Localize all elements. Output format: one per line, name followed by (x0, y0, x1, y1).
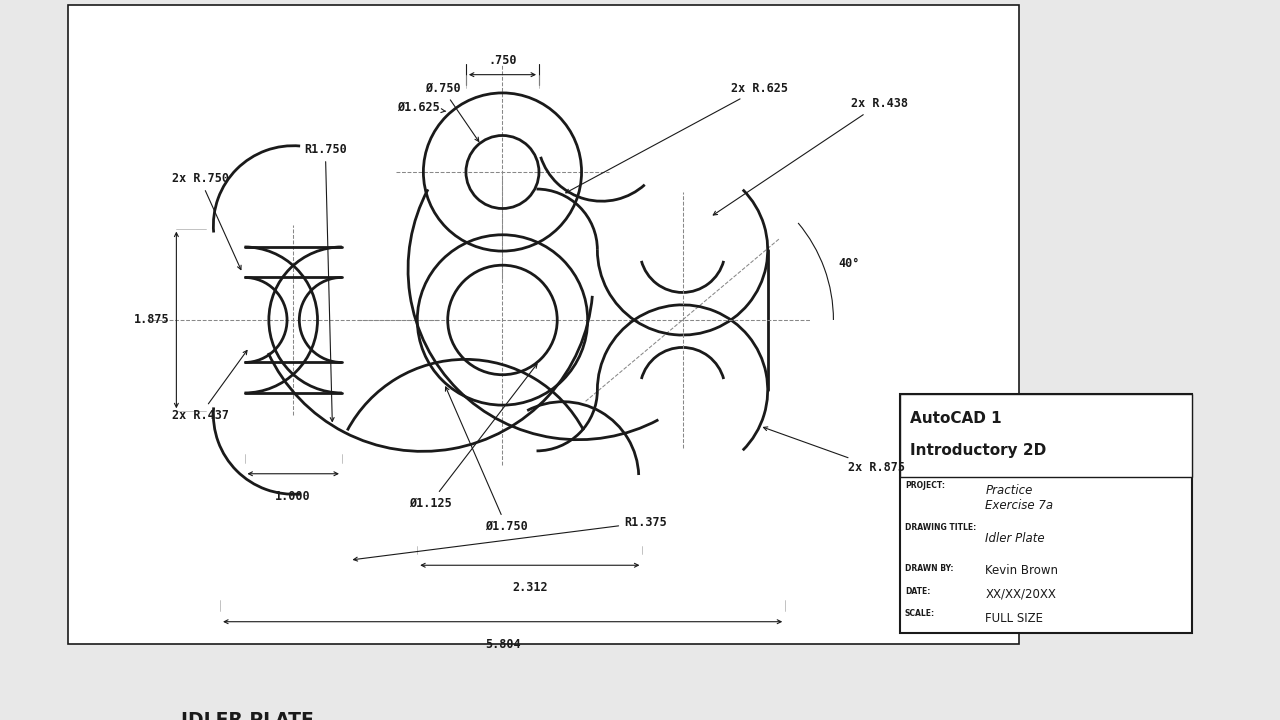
Text: DATE:: DATE: (905, 587, 931, 595)
Text: 2x R.750: 2x R.750 (172, 172, 241, 269)
Text: R1.750: R1.750 (303, 143, 347, 421)
Bar (900, 394, 1193, 477)
Text: R1.375: R1.375 (353, 516, 667, 561)
Text: 2x R.437: 2x R.437 (172, 351, 247, 422)
Bar (68, 4, 1019, 644)
Text: 2.312: 2.312 (512, 582, 548, 595)
Text: 1.000: 1.000 (275, 490, 311, 503)
Text: Ø1.750: Ø1.750 (445, 387, 527, 533)
Text: PROJECT:: PROJECT: (905, 481, 945, 490)
Text: Kevin Brown: Kevin Brown (986, 564, 1059, 577)
Text: Ø.750: Ø.750 (425, 82, 479, 141)
Text: 2x R.625: 2x R.625 (566, 82, 788, 193)
Text: AutoCAD 1: AutoCAD 1 (910, 410, 1002, 426)
Text: SCALE:: SCALE: (905, 609, 936, 618)
Text: .750: .750 (488, 53, 517, 66)
Text: Introductory 2D: Introductory 2D (910, 443, 1047, 458)
Text: Ø1.125: Ø1.125 (410, 364, 538, 510)
Text: 40°: 40° (838, 257, 860, 270)
Text: 5.804: 5.804 (485, 638, 521, 651)
Text: IDLER PLATE: IDLER PLATE (182, 711, 314, 720)
Text: DRAWING TITLE:: DRAWING TITLE: (905, 523, 977, 532)
Text: XX/XX/20XX: XX/XX/20XX (986, 587, 1056, 600)
Bar (900, 394, 1193, 633)
Text: Idler Plate: Idler Plate (986, 533, 1044, 546)
Text: 2x R.438: 2x R.438 (713, 97, 908, 215)
Text: Ø1.625: Ø1.625 (397, 102, 445, 114)
Text: 2x R.875: 2x R.875 (763, 427, 905, 474)
Text: DRAWN BY:: DRAWN BY: (905, 564, 954, 573)
Text: Practice
Exercise 7a: Practice Exercise 7a (986, 484, 1053, 511)
Text: 1.875: 1.875 (133, 313, 169, 326)
Text: FULL SIZE: FULL SIZE (986, 612, 1043, 625)
